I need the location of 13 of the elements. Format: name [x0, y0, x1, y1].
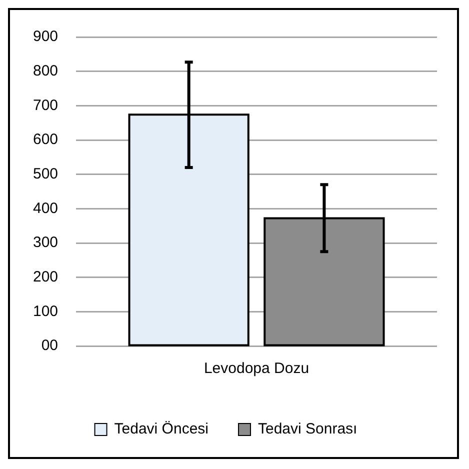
- y-tick-label: 500: [32, 165, 58, 182]
- y-tick-label: 700: [32, 96, 58, 114]
- y-tick-label: 800: [32, 62, 58, 80]
- y-tick-label: 900: [32, 28, 58, 46]
- y-tick-label: 00: [41, 337, 58, 354]
- legend-label: Tedavi Öncesi: [114, 420, 208, 438]
- y-tick-label: 300: [32, 234, 58, 252]
- y-tick-label: 400: [32, 200, 58, 217]
- y-tick-label: 100: [32, 302, 58, 320]
- x-tick-label: Levodopa Dozu: [204, 360, 310, 378]
- y-tick-label: 200: [32, 268, 58, 286]
- y-tick-label: 600: [32, 131, 58, 148]
- legend-label: Tedavi Sonrası: [258, 420, 358, 438]
